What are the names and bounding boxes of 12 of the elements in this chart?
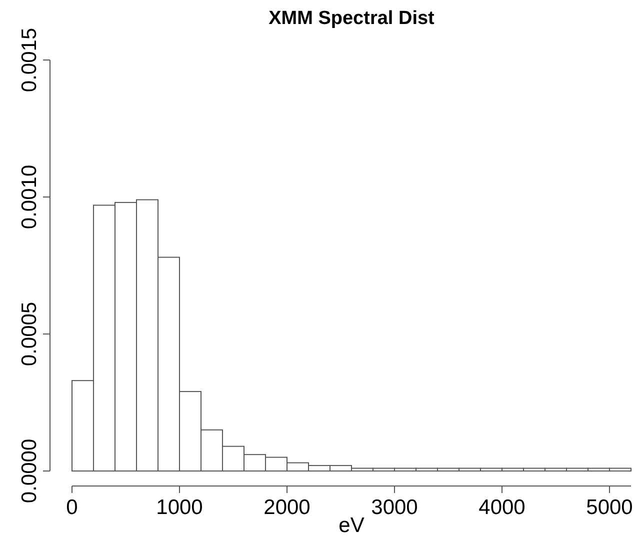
chart-title: XMM Spectral Dist xyxy=(268,8,436,29)
x-tick-label: 3000 xyxy=(371,496,418,519)
y-tick-label: 0.0005 xyxy=(18,302,41,366)
x-tick-label: 5000 xyxy=(586,496,633,519)
y-tick-label: 0.0000 xyxy=(18,438,41,504)
y-tick-label: 0.0010 xyxy=(18,164,41,230)
y-tick-label: 0.0015 xyxy=(18,28,41,92)
x-tick-label: 0 xyxy=(66,496,78,519)
x-axis-title: eV xyxy=(338,514,364,537)
x-tick-label: 2000 xyxy=(264,496,310,519)
x-tick-label: 4000 xyxy=(478,496,526,519)
x-tick-label: 1000 xyxy=(156,496,203,519)
